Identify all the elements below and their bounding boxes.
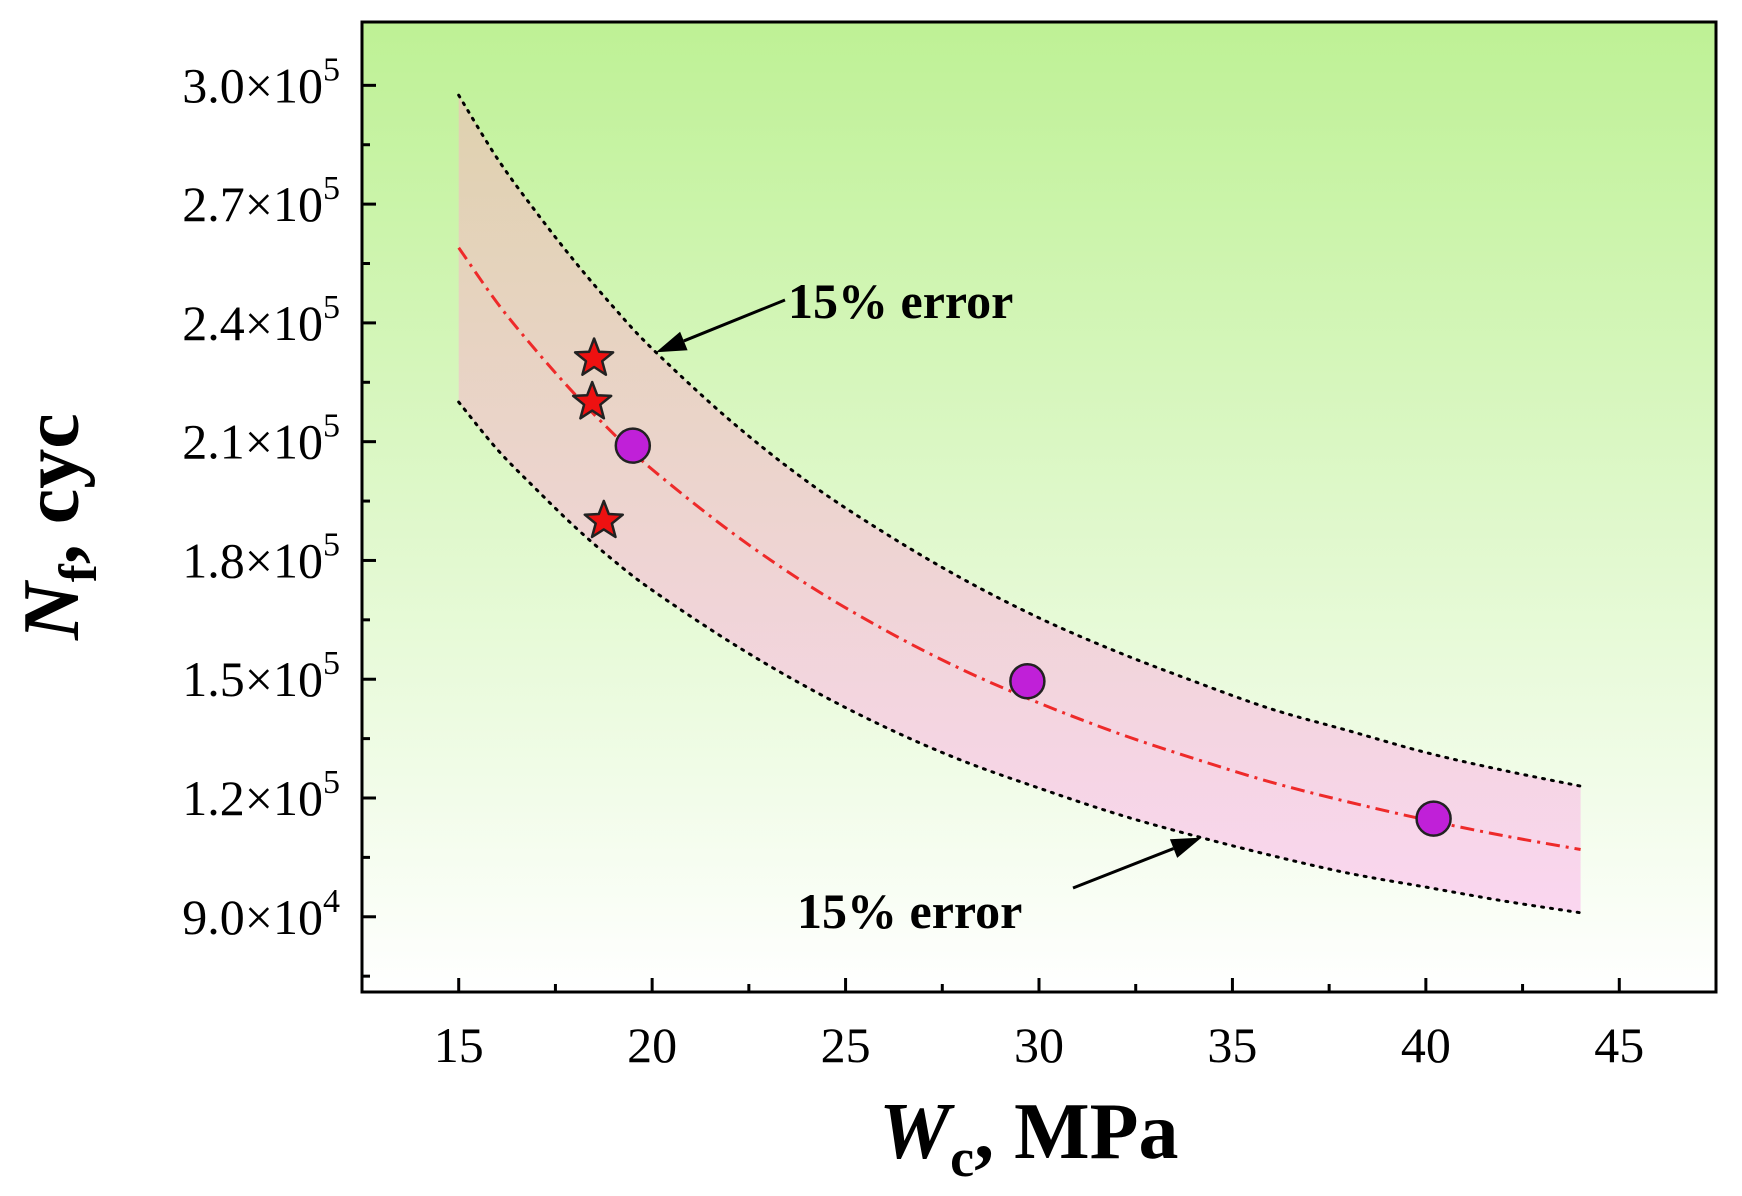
annotations: 15% error 15% error: [656, 273, 1202, 939]
x-axis-title-symbol: W: [879, 1088, 955, 1176]
x-tick-label: 30: [1014, 1017, 1064, 1073]
x-tick-label: 40: [1401, 1017, 1451, 1073]
star-point: [571, 380, 613, 420]
annotation-label-upper: 15% error: [788, 273, 1013, 329]
circle-point: [1009, 662, 1046, 700]
y-tick-label: 1.5×105: [182, 645, 340, 707]
y-tick-label: 1.2×105: [182, 764, 340, 826]
y-tick-label: 3.0×105: [182, 51, 340, 113]
x-tick-label: 35: [1207, 1017, 1257, 1073]
x-axis: 15 20 25 30 35 40 45: [434, 978, 1644, 1073]
data-markers: [571, 337, 1452, 837]
y-tick-label: 1.8×105: [182, 526, 340, 588]
x-tick-label: 20: [627, 1017, 677, 1073]
y-tick-label: 2.1×105: [182, 408, 340, 470]
y-axis-title-subscript: f: [48, 563, 108, 582]
x-axis-title-unit: , MPa: [974, 1088, 1178, 1176]
circle-point: [614, 427, 652, 464]
annotation-label-lower: 15% error: [797, 883, 1022, 939]
annotation-arrowhead-upper: [656, 331, 688, 353]
star-point: [583, 499, 625, 539]
circle-point: [1415, 800, 1452, 837]
annotation-arrow-lower: [1072, 847, 1175, 890]
x-axis-title-subscript: c: [950, 1128, 974, 1188]
upper-error-line: [457, 93, 1583, 788]
y-tick-label: 2.7×105: [182, 170, 340, 232]
y-axis-title: Nf, cyc: [8, 413, 108, 641]
fit-curve: [457, 246, 1581, 851]
star-point: [573, 337, 615, 376]
y-tick-label: 2.4×105: [182, 289, 340, 351]
annotation-arrow-upper: [683, 298, 786, 343]
y-axis: 9.0×104 1.2×105 1.5×105 1.8×105 2.1×105 2.4×1…: [182, 51, 376, 978]
y-axis-title-unit: , cyc: [8, 413, 96, 564]
x-tick-label: 25: [821, 1017, 871, 1073]
y-tick-label: 9.0×104: [182, 883, 340, 945]
y-axis-title-symbol: N: [8, 579, 96, 641]
lower-error-line: [457, 400, 1583, 915]
x-tick-label: 45: [1594, 1017, 1644, 1073]
error-band: [458, 95, 1581, 913]
annotation-arrowhead-lower: [1169, 837, 1202, 858]
x-axis-title: Wc, MPa: [879, 1088, 1178, 1188]
x-tick-label: 15: [434, 1017, 484, 1073]
